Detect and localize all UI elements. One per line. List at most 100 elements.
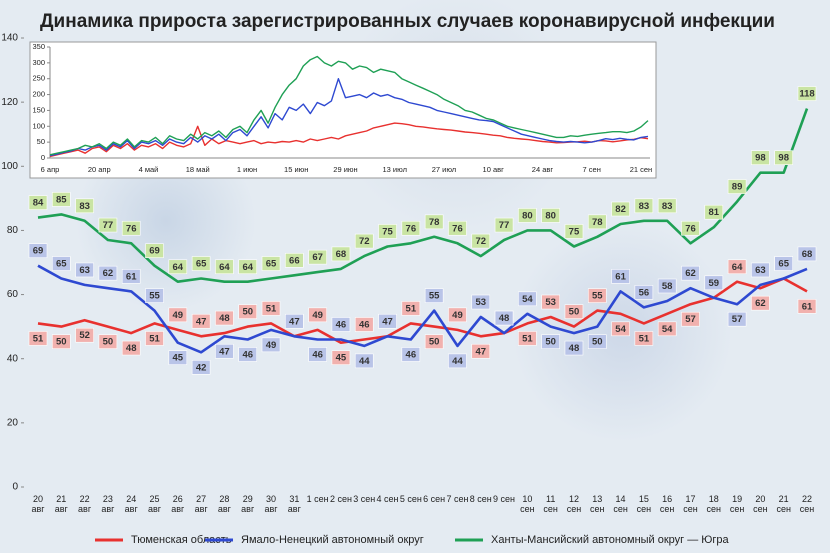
data-label: 47 [289,316,300,327]
data-label-box [285,313,304,329]
series-line [49,122,649,158]
x-tick-label: 6 апр [41,165,60,174]
data-label-box [797,246,817,262]
data-label-box [145,243,164,259]
data-label: 118 [799,89,814,100]
x-tick-label: 5 сен [399,494,422,504]
data-label-box [308,307,327,323]
data-label-box [75,327,94,343]
data-label-box [564,304,584,319]
x-tick-label: 2 сен [329,494,352,504]
data-label: 47 [196,316,207,327]
x-tick-label: 24 авг [532,165,554,174]
data-label: 49 [173,310,184,321]
data-label-box [331,246,351,262]
data-label: 57 [732,314,743,325]
x-tick-label: 21 сен [776,494,791,514]
data-label: 46 [336,319,347,330]
data-label-box [681,311,700,327]
x-tick-label: 1 сен [306,494,329,504]
x-tick-label: 30 авг [264,494,278,514]
data-label: 44 [452,356,463,367]
data-label-box [727,311,747,327]
data-label-box [238,259,258,275]
data-label: 78 [592,217,603,228]
data-label: 51 [522,333,533,344]
data-label: 46 [312,349,323,360]
series-line [37,264,808,354]
data-label-box [145,331,164,346]
data-label: 83 [639,201,650,212]
data-label-box [401,347,421,362]
data-label-box [98,334,118,349]
data-label-box [471,294,491,310]
data-label-box [564,224,584,239]
x-tick-label: 4 сен [376,494,399,504]
data-label-box [191,313,211,329]
y-tick-label: 250 [32,74,45,83]
legend-label: Ямало-Ненецкий автономный округ [241,534,424,546]
y-tick-label: 40 [7,353,19,364]
data-label-box [145,288,164,303]
data-label: 54 [662,324,673,335]
x-tick-label: 26 авг [171,494,185,514]
data-label-box [215,310,234,326]
data-label: 63 [79,265,90,276]
data-label: 89 [732,182,743,193]
data-label-box [52,192,71,207]
data-label: 50 [545,337,556,348]
data-label: 64 [173,262,184,273]
data-label-box [587,214,607,230]
x-tick-label: 29 июн [333,165,357,174]
x-tick-label: 16 сен [659,494,675,514]
data-label: 81 [708,207,719,218]
data-label-box [261,256,281,271]
data-label-box [238,347,258,362]
data-label-box [308,347,327,362]
series-line [37,108,809,283]
x-tick-label: 13 июл [383,165,407,174]
data-label-box [657,321,677,337]
data-label: 51 [33,333,44,344]
x-tick-label: 3 сен [353,494,376,504]
data-label-box [168,259,188,275]
x-tick-label: 21 авг [54,494,68,514]
data-label: 72 [359,236,370,247]
data-label-box [354,233,374,249]
y-tick-label: 200 [32,90,45,99]
x-tick-label: 18 май [186,165,210,174]
y-tick-label: 0 [12,482,18,493]
data-label: 55 [592,291,603,302]
data-label: 50 [569,307,580,318]
data-label: 53 [475,297,486,308]
data-label-box [28,243,48,259]
x-tick-label: 15 июн [284,165,308,174]
y-tick-label: 50 [37,137,45,146]
data-label: 51 [406,303,417,314]
data-label: 46 [359,319,370,330]
data-label: 68 [802,249,813,260]
data-label-box [168,307,188,323]
data-label: 54 [615,324,626,335]
data-label: 46 [242,349,253,360]
data-label-box [471,343,491,359]
data-label: 48 [219,313,230,324]
data-label-box [168,350,188,365]
data-label-box [727,179,747,194]
data-label: 68 [336,249,347,260]
data-label-box [518,291,537,307]
data-label: 53 [545,297,556,308]
data-label: 49 [452,310,463,321]
data-label: 45 [336,353,347,364]
data-label-box [191,256,211,271]
data-label: 61 [615,271,626,282]
data-label-box [401,220,421,236]
data-label: 64 [242,262,253,273]
data-label: 84 [33,198,44,209]
data-label: 64 [219,262,230,273]
x-tick-label: 9 сен [493,494,516,504]
data-label-box [751,295,770,311]
data-label: 72 [475,236,486,247]
data-label: 76 [406,223,417,234]
